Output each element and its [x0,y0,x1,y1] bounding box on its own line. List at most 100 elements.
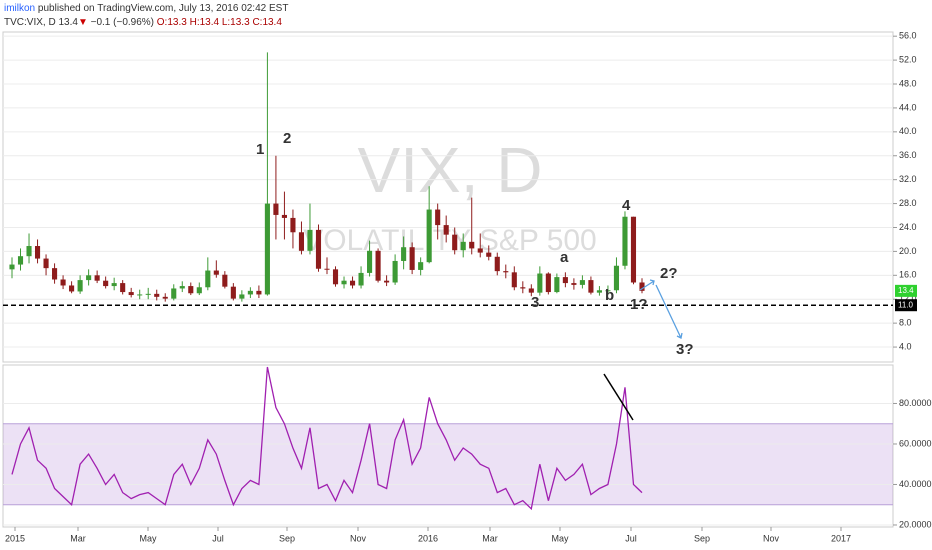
x-tick-label: May [139,533,157,543]
author[interactable]: imilkon [4,3,35,14]
x-tick-label: Mar [482,533,498,543]
candle-body [230,286,236,299]
candle-body [154,293,160,297]
y-tick-label: 16.0 [899,270,917,280]
x-tick-label: Nov [763,533,780,543]
candle-body [307,229,313,251]
x-tick-label: 2017 [831,533,851,543]
y-tick-label: 4.0 [899,341,912,351]
y-tick-label: 28.0 [899,198,917,208]
candle-body [554,277,560,293]
change: −0.1 (−0.96%) [91,17,154,28]
candle-body [60,279,66,286]
y-tick-label: 36.0 [899,150,917,160]
rsi-band [3,423,893,505]
annotation: a [560,249,569,266]
support-tag [895,299,917,312]
candle-body [315,229,322,269]
candle-body [247,290,253,295]
candle-body [256,290,262,295]
annotation: 1? [630,296,648,313]
watermark-subtitle: VOLATILITY S&P 500 [303,224,597,257]
candle-body [537,273,543,293]
candle-body [145,293,151,295]
candle-body [605,290,611,292]
candle-body [384,280,390,283]
annotation: b [605,287,614,304]
x-tick-label: 2015 [5,533,25,543]
candle-body [520,287,526,289]
arrow: ▼ [78,17,88,28]
rsi-panel [2,364,894,528]
x-tick-label: Mar [70,533,86,543]
last: 13.4 [58,17,78,28]
candle-body [613,265,620,291]
price-panel [2,31,894,363]
annotation: 3 [531,294,539,311]
candle-body [571,283,577,285]
candle-body [196,287,202,294]
candle-body [426,209,432,263]
y-tick-label: 12.0 [899,294,917,304]
candle-body [290,217,296,233]
y-tick-label: 80.0000 [899,398,932,408]
candle-body [94,275,100,281]
candle-body [9,264,15,270]
price-label: 13.4 [898,286,914,295]
high: H:13.4 [190,17,220,28]
y-tick-label: 20.0000 [899,519,932,529]
candle-body [128,292,134,296]
candle-body [418,262,424,270]
x-tick-label: Sep [694,533,710,543]
candle-body [545,273,551,293]
candle-body [43,258,49,269]
y-tick-label: 20.0 [899,246,917,256]
candle-body [26,246,32,257]
x-tick-label: 2016 [418,533,438,543]
candle-body [511,272,517,288]
watermark: VIX, D [358,134,543,206]
y-tick-label: 40.0 [899,126,917,136]
published: published on TradingView.com, July 13, 2… [38,3,289,14]
candle-body [34,246,41,259]
annotation: 1 [256,141,264,158]
candle-body [579,280,585,285]
support-label: 11.0 [898,300,914,309]
candle-body [358,272,364,286]
candle-body [273,203,279,215]
candle-body [588,280,594,293]
candle-body [239,294,245,299]
y-tick-label: 24.0 [899,222,917,232]
candle-body [137,294,143,296]
candle-body [86,275,92,281]
candle-body [409,247,415,270]
candle-body [69,285,75,292]
candle-body [103,280,109,287]
candle-body [162,296,168,299]
rsi-line [11,366,643,511]
candle-body [503,271,509,273]
divergence-line [603,373,634,421]
price-tag [895,284,917,297]
candle-body [120,283,126,293]
y-tick-label: 52.0 [899,54,917,64]
candle-body [111,283,117,287]
candle-body [171,288,177,299]
x-tick-label: Nov [350,533,367,543]
legend: TVC:VIX, D 13.4▼ −0.1 (−0.96%) O:13.3 H:… [4,17,282,28]
candle-body [298,232,305,251]
y-tick-label: 48.0 [899,78,917,88]
annotation: 2? [660,265,678,282]
candle-body [562,277,568,284]
candle-body [324,268,330,270]
annotation: 3? [676,341,694,358]
candle-body [630,216,637,283]
candle-body [392,260,398,283]
projection-arrows [639,279,683,339]
symbol: TVC:VIX, D [4,17,56,28]
candle-body [188,286,194,294]
x-tick-label: Jul [212,533,224,543]
candle-body [452,234,458,251]
candle-body [528,288,534,293]
